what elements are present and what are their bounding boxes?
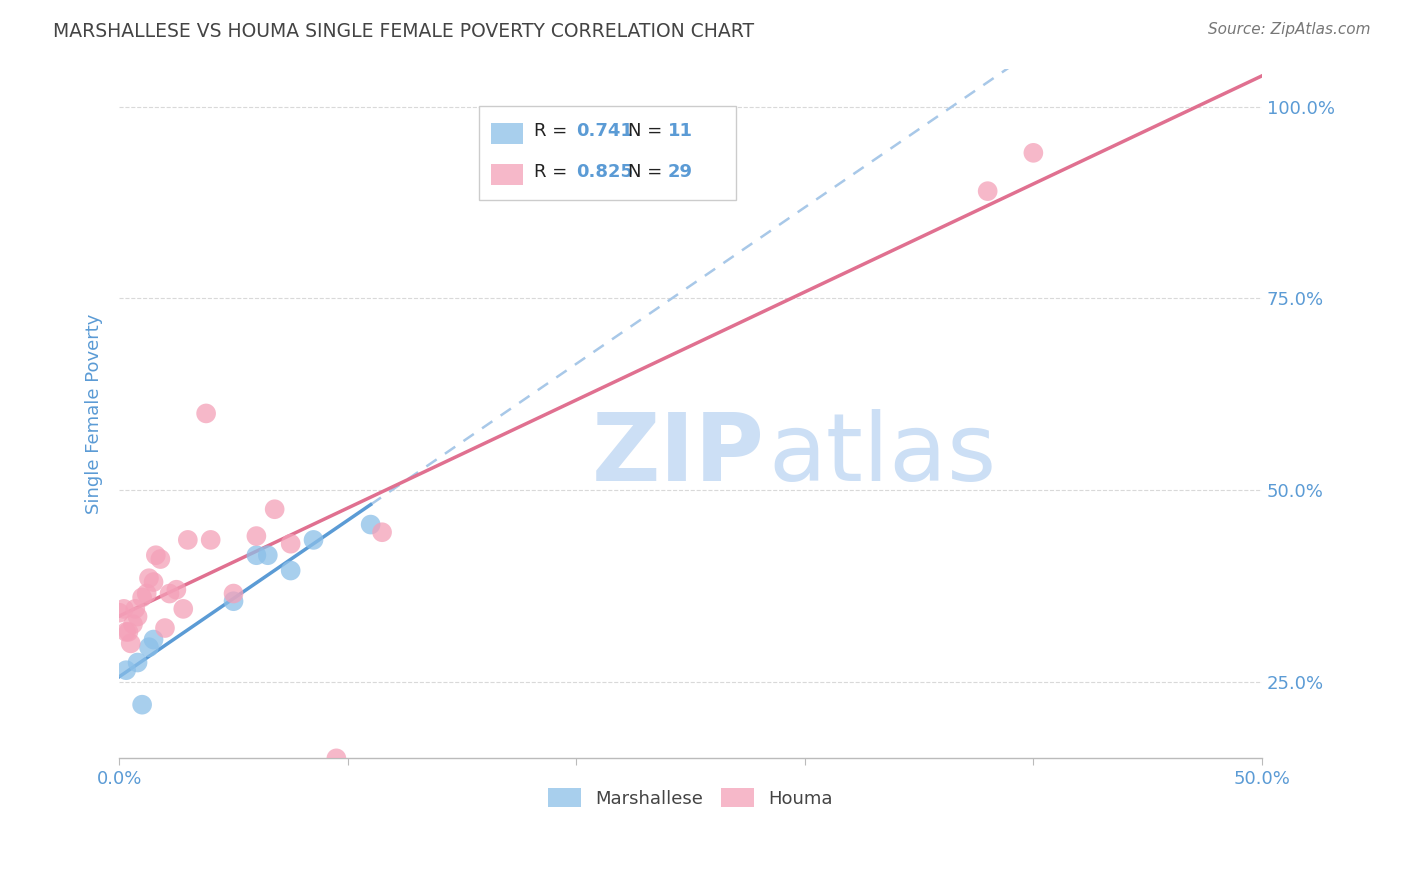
Text: MARSHALLESE VS HOUMA SINGLE FEMALE POVERTY CORRELATION CHART: MARSHALLESE VS HOUMA SINGLE FEMALE POVER… [53, 22, 755, 41]
Point [1022, 145, 1045, 160]
Text: 0.825: 0.825 [576, 163, 633, 181]
Point [145, 548, 167, 562]
Point [280, 564, 302, 578]
Point [131, 591, 153, 605]
Point [245, 548, 267, 562]
Text: Source: ZipAtlas.com: Source: ZipAtlas.com [1208, 22, 1371, 37]
Point [302, 533, 325, 547]
Text: ZIP: ZIP [592, 409, 765, 500]
Point [117, 624, 139, 639]
Point [177, 533, 200, 547]
Text: atlas: atlas [768, 409, 997, 500]
Point [976, 184, 998, 198]
FancyBboxPatch shape [491, 123, 523, 144]
Point [115, 624, 138, 639]
Legend: Marshallese, Houma: Marshallese, Houma [541, 781, 839, 815]
Point [115, 663, 138, 677]
Point [256, 548, 278, 562]
Point [195, 406, 218, 420]
FancyBboxPatch shape [479, 106, 737, 200]
Point [127, 609, 149, 624]
Point [222, 594, 245, 608]
Point [131, 698, 153, 712]
Text: R =: R = [534, 163, 574, 181]
Point [200, 533, 222, 547]
Point [153, 621, 176, 635]
Point [142, 632, 165, 647]
Point [325, 751, 347, 765]
Text: N =: N = [627, 163, 668, 181]
Point [138, 571, 160, 585]
Text: 11: 11 [668, 121, 693, 140]
Point [127, 656, 149, 670]
FancyBboxPatch shape [491, 164, 523, 186]
Point [165, 582, 187, 597]
Point [245, 529, 267, 543]
Point [263, 502, 285, 516]
Point [138, 640, 160, 655]
Point [371, 525, 394, 540]
Point [120, 636, 142, 650]
Point [280, 537, 302, 551]
Y-axis label: Single Female Poverty: Single Female Poverty [86, 313, 103, 514]
Point [360, 517, 382, 532]
Text: 0.741: 0.741 [576, 121, 633, 140]
Text: R =: R = [534, 121, 574, 140]
Point [135, 586, 157, 600]
Point [124, 602, 146, 616]
Point [149, 552, 172, 566]
Point [159, 586, 181, 600]
Point [172, 602, 194, 616]
Point [112, 602, 135, 616]
Text: N =: N = [627, 121, 668, 140]
Text: 29: 29 [668, 163, 693, 181]
Point [108, 606, 131, 620]
Point [222, 586, 245, 600]
Point [122, 617, 145, 632]
Point [142, 575, 165, 590]
